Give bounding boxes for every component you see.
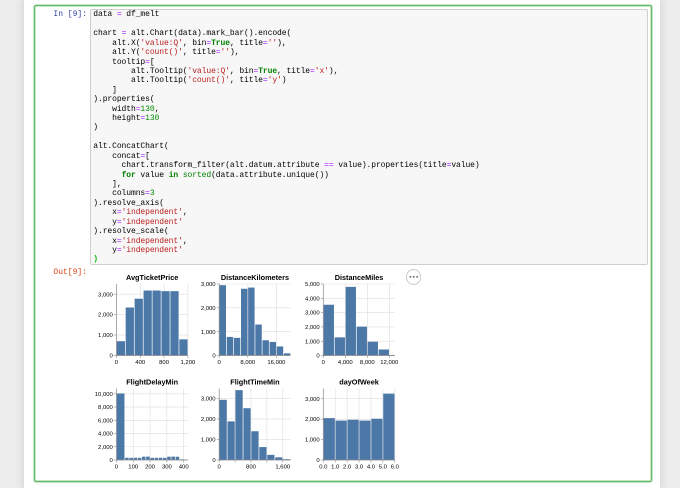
svg-text:0: 0: [218, 465, 222, 471]
svg-text:200: 200: [145, 465, 156, 471]
svg-text:DistanceMiles: DistanceMiles: [335, 273, 384, 282]
svg-text:12,000: 12,000: [380, 360, 399, 366]
svg-text:2.0: 2.0: [343, 465, 352, 471]
svg-text:5.0: 5.0: [379, 465, 388, 471]
svg-text:1,000: 1,000: [201, 330, 216, 336]
svg-text:4,000: 4,000: [338, 360, 353, 366]
svg-text:3,000: 3,000: [201, 396, 216, 402]
svg-text:1,200: 1,200: [181, 360, 196, 366]
svg-text:100: 100: [128, 465, 139, 471]
svg-text:0: 0: [316, 354, 320, 360]
svg-text:0: 0: [322, 360, 326, 366]
svg-text:1.0: 1.0: [331, 465, 340, 471]
svg-text:5,000: 5,000: [305, 282, 320, 288]
svg-text:2,000: 2,000: [305, 417, 320, 423]
svg-text:800: 800: [159, 360, 170, 366]
svg-text:0: 0: [115, 360, 119, 366]
svg-text:2,000: 2,000: [98, 445, 113, 451]
svg-text:4.0: 4.0: [367, 465, 376, 471]
svg-text:0: 0: [316, 458, 320, 464]
svg-text:3,000: 3,000: [98, 292, 113, 298]
svg-text:8,000: 8,000: [360, 360, 375, 366]
svg-text:1,000: 1,000: [305, 339, 320, 345]
svg-text:0: 0: [115, 465, 119, 471]
svg-text:4,000: 4,000: [98, 432, 113, 438]
svg-text:6,000: 6,000: [98, 418, 113, 424]
svg-text:3,000: 3,000: [305, 311, 320, 317]
svg-text:1,000: 1,000: [201, 438, 216, 444]
svg-text:8,000: 8,000: [240, 360, 255, 366]
svg-text:3.0: 3.0: [355, 465, 364, 471]
svg-text:0: 0: [212, 354, 216, 360]
svg-text:4,000: 4,000: [305, 296, 320, 302]
svg-text:6.0: 6.0: [391, 465, 400, 471]
svg-text:2,000: 2,000: [201, 306, 216, 312]
svg-text:16,000: 16,000: [267, 360, 286, 366]
svg-text:0.0: 0.0: [319, 465, 328, 471]
svg-text:8,000: 8,000: [98, 405, 113, 411]
svg-text:2,000: 2,000: [98, 313, 113, 319]
svg-text:10,000: 10,000: [95, 392, 114, 398]
svg-text:FlightDelayMin: FlightDelayMin: [126, 377, 178, 386]
svg-text:DistanceKilometers: DistanceKilometers: [221, 273, 289, 282]
svg-text:400: 400: [179, 465, 190, 471]
svg-text:1,000: 1,000: [305, 438, 320, 444]
svg-text:0: 0: [218, 360, 222, 366]
svg-text:800: 800: [246, 465, 257, 471]
svg-text:1,000: 1,000: [98, 333, 113, 339]
svg-text:AvgTicketPrice: AvgTicketPrice: [126, 273, 178, 282]
svg-text:300: 300: [162, 465, 173, 471]
svg-text:0: 0: [110, 458, 114, 464]
svg-text:2,000: 2,000: [305, 325, 320, 331]
svg-text:3,000: 3,000: [305, 397, 320, 403]
svg-text:400: 400: [135, 360, 146, 366]
svg-text:0: 0: [110, 354, 114, 360]
svg-text:2,000: 2,000: [201, 417, 216, 423]
svg-text:FlightTimeMin: FlightTimeMin: [230, 377, 279, 386]
svg-text:3,000: 3,000: [201, 282, 216, 288]
svg-text:0: 0: [212, 458, 216, 464]
svg-text:1,600: 1,600: [275, 465, 290, 471]
svg-text:dayOfWeek: dayOfWeek: [339, 377, 380, 386]
